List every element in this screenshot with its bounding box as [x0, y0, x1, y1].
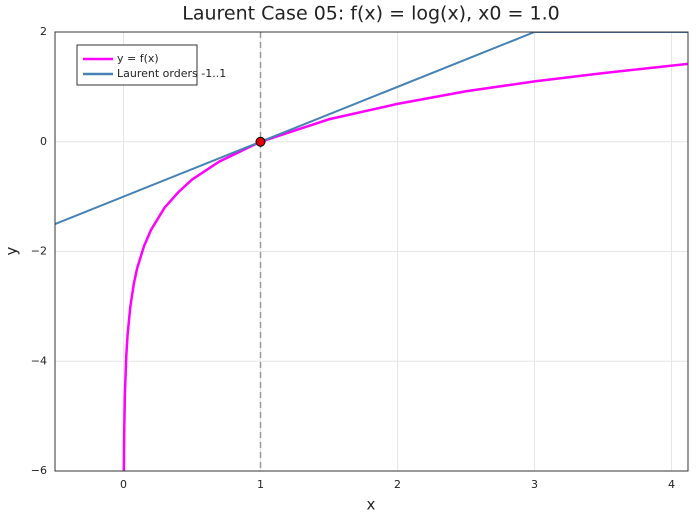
legend-label: y = f(x)	[117, 52, 159, 65]
legend-box	[76, 44, 198, 86]
y-tick-label: −4	[31, 354, 47, 367]
chart-title: Laurent Case 05: f(x) = log(x), x0 = 1.0	[182, 3, 559, 25]
y-tick-label: 0	[40, 135, 47, 148]
y-tick-label: −6	[31, 464, 47, 477]
line-series	[122, 62, 688, 471]
point	[255, 136, 266, 147]
x-tick-label: 0	[120, 478, 127, 491]
x-axis-label: x	[367, 496, 376, 514]
plot-frame	[54, 31, 689, 472]
legend-label: Laurent orders -1..1	[117, 67, 226, 80]
x-tick-label: 3	[531, 478, 538, 491]
x-tick-label: 4	[668, 478, 675, 491]
x-tick-label: 1	[257, 478, 264, 491]
x-tick-label: 2	[394, 478, 401, 491]
y-tick-label: −2	[31, 245, 47, 258]
line-series	[55, 32, 688, 225]
y-tick-label: 2	[40, 25, 47, 38]
y-axis-label: y	[3, 246, 21, 255]
